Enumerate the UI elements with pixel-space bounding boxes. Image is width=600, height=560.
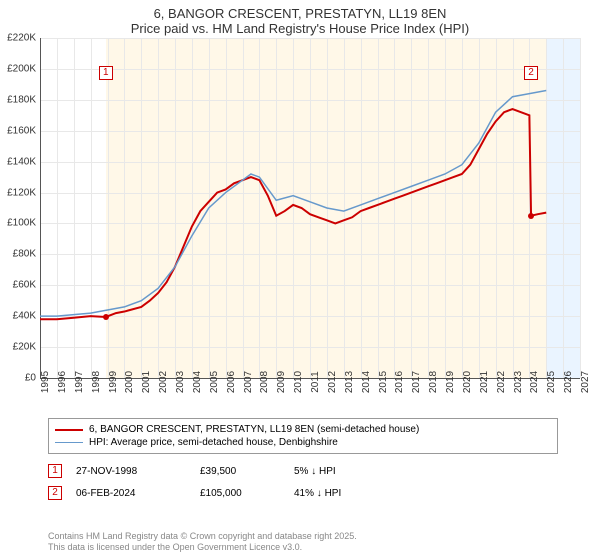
chart-area: 12 £0£20K£40K£60K£80K£100K£120K£140K£160… <box>40 38 600 408</box>
x-tick-label: 2026 <box>563 371 574 393</box>
y-tick-label: £200K <box>7 63 36 74</box>
y-tick-label: £0 <box>25 373 36 384</box>
x-tick-label: 2022 <box>496 371 507 393</box>
x-tick-label: 2013 <box>344 371 355 393</box>
x-tick-label: 1997 <box>74 371 85 393</box>
sale-dot-2 <box>528 213 534 219</box>
x-tick-label: 2019 <box>445 371 456 393</box>
line-svg <box>40 38 580 378</box>
y-tick-label: £100K <box>7 218 36 229</box>
x-tick-label: 2020 <box>462 371 473 393</box>
sales-row: 1 27-NOV-1998 £39,500 5% ↓ HPI <box>48 460 558 482</box>
series-hpi <box>40 91 546 317</box>
x-tick-label: 2018 <box>428 371 439 393</box>
x-tick-label: 2016 <box>394 371 405 393</box>
x-tick-label: 2006 <box>226 371 237 393</box>
x-tick-label: 2001 <box>141 371 152 393</box>
x-tick-label: 2023 <box>513 371 524 393</box>
x-tick-label: 2008 <box>259 371 270 393</box>
y-tick-label: £120K <box>7 187 36 198</box>
y-tick-label: £180K <box>7 94 36 105</box>
series-price_paid <box>40 109 546 319</box>
x-tick-label: 2027 <box>580 371 591 393</box>
legend-row: HPI: Average price, semi-detached house,… <box>55 436 551 449</box>
legend: 6, BANGOR CRESCENT, PRESTATYN, LL19 8EN … <box>48 418 558 454</box>
y-tick-label: £160K <box>7 125 36 136</box>
sales-row-delta: 41% ↓ HPI <box>294 488 394 499</box>
x-tick-label: 2007 <box>243 371 254 393</box>
x-tick-label: 2009 <box>276 371 287 393</box>
copyright: Contains HM Land Registry data © Crown c… <box>48 531 357 554</box>
x-axis: 1995199619971998199920002001200220032004… <box>40 378 580 408</box>
y-tick-label: £220K <box>7 33 36 44</box>
x-tick-label: 2014 <box>361 371 372 393</box>
plot-region: 12 <box>40 38 580 378</box>
x-tick-label: 2017 <box>411 371 422 393</box>
y-tick-label: £40K <box>13 311 36 322</box>
x-tick-label: 2005 <box>209 371 220 393</box>
legend-label: HPI: Average price, semi-detached house,… <box>89 437 338 448</box>
x-tick-label: 2000 <box>124 371 135 393</box>
legend-swatch <box>55 442 83 444</box>
title-line2: Price paid vs. HM Land Registry's House … <box>0 21 600 36</box>
sale-marker-1: 1 <box>99 66 113 80</box>
x-tick-label: 2002 <box>158 371 169 393</box>
x-tick-label: 2003 <box>175 371 186 393</box>
x-tick-label: 1996 <box>57 371 68 393</box>
x-tick-label: 2024 <box>529 371 540 393</box>
title-block: 6, BANGOR CRESCENT, PRESTATYN, LL19 8EN … <box>0 0 600 38</box>
x-tick-label: 2010 <box>293 371 304 393</box>
y-tick-label: £60K <box>13 280 36 291</box>
x-tick-label: 2025 <box>546 371 557 393</box>
y-axis: £0£20K£40K£60K£80K£100K£120K£140K£160K£1… <box>0 38 40 378</box>
sales-row: 2 06-FEB-2024 £105,000 41% ↓ HPI <box>48 482 558 504</box>
sales-row-marker: 1 <box>48 464 62 478</box>
legend-swatch <box>55 429 83 431</box>
copyright-line2: This data is licensed under the Open Gov… <box>48 542 357 554</box>
x-tick-label: 2015 <box>378 371 389 393</box>
x-tick-label: 1999 <box>108 371 119 393</box>
y-tick-label: £140K <box>7 156 36 167</box>
gridline-v <box>580 38 581 378</box>
sales-table: 1 27-NOV-1998 £39,500 5% ↓ HPI 2 06-FEB-2024 £… <box>48 460 558 504</box>
sales-row-delta: 5% ↓ HPI <box>294 466 394 477</box>
chart-container: 6, BANGOR CRESCENT, PRESTATYN, LL19 8EN … <box>0 0 600 560</box>
x-tick-label: 2021 <box>479 371 490 393</box>
sales-row-marker: 2 <box>48 486 62 500</box>
sale-marker-2: 2 <box>524 66 538 80</box>
x-tick-label: 2004 <box>192 371 203 393</box>
y-tick-label: £80K <box>13 249 36 260</box>
sales-row-price: £39,500 <box>200 466 280 477</box>
x-tick-label: 2011 <box>310 371 321 393</box>
x-tick-label: 1995 <box>40 371 51 393</box>
legend-row: 6, BANGOR CRESCENT, PRESTATYN, LL19 8EN … <box>55 423 551 436</box>
y-tick-label: £20K <box>13 342 36 353</box>
copyright-line1: Contains HM Land Registry data © Crown c… <box>48 531 357 543</box>
sales-row-date: 06-FEB-2024 <box>76 488 186 499</box>
x-tick-label: 2012 <box>327 371 338 393</box>
sale-dot-1 <box>103 314 109 320</box>
sales-row-date: 27-NOV-1998 <box>76 466 186 477</box>
x-tick-label: 1998 <box>91 371 102 393</box>
sales-row-price: £105,000 <box>200 488 280 499</box>
legend-label: 6, BANGOR CRESCENT, PRESTATYN, LL19 8EN … <box>89 424 419 435</box>
title-line1: 6, BANGOR CRESCENT, PRESTATYN, LL19 8EN <box>0 6 600 21</box>
